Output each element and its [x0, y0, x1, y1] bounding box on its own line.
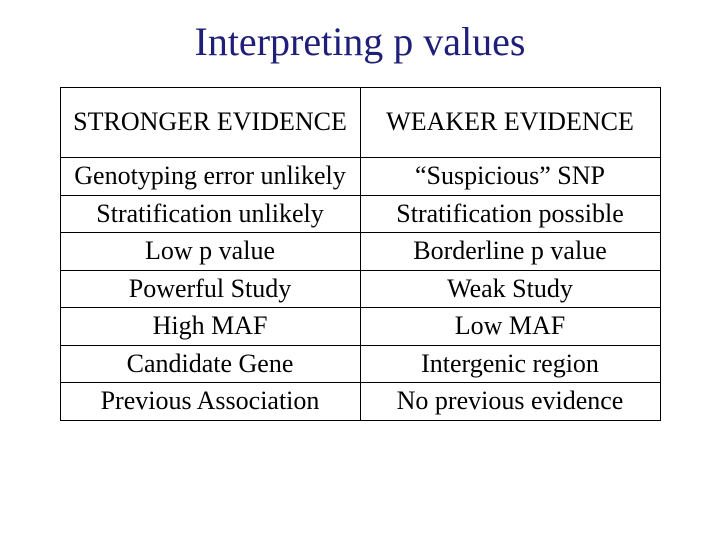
table-row: Stratification unlikely Stratification p…: [60, 195, 660, 233]
cell-right: Borderline p value: [360, 233, 660, 271]
cell-right: Low MAF: [360, 308, 660, 346]
page-title: Interpreting p values: [0, 18, 720, 65]
cell-left: High MAF: [60, 308, 360, 346]
table-row: Powerful Study Weak Study: [60, 270, 660, 308]
cell-right: Intergenic region: [360, 345, 660, 383]
cell-left: Low p value: [60, 233, 360, 271]
cell-right: “Suspicious” SNP: [360, 158, 660, 196]
header-stronger: STRONGER EVIDENCE: [60, 88, 360, 158]
table-row: Low p value Borderline p value: [60, 233, 660, 271]
cell-left: Candidate Gene: [60, 345, 360, 383]
table-row: Genotyping error unlikely “Suspicious” S…: [60, 158, 660, 196]
table-row: High MAF Low MAF: [60, 308, 660, 346]
header-weaker: WEAKER EVIDENCE: [360, 88, 660, 158]
table-row: STRONGER EVIDENCE WEAKER EVIDENCE: [60, 88, 660, 158]
table-row: Previous Association No previous evidenc…: [60, 383, 660, 421]
slide: Interpreting p values STRONGER EVIDENCE …: [0, 0, 720, 540]
cell-left: Powerful Study: [60, 270, 360, 308]
cell-left: Genotyping error unlikely: [60, 158, 360, 196]
cell-right: Weak Study: [360, 270, 660, 308]
cell-left: Stratification unlikely: [60, 195, 360, 233]
cell-right: No previous evidence: [360, 383, 660, 421]
cell-right: Stratification possible: [360, 195, 660, 233]
table-row: Candidate Gene Intergenic region: [60, 345, 660, 383]
cell-left: Previous Association: [60, 383, 360, 421]
evidence-table: STRONGER EVIDENCE WEAKER EVIDENCE Genoty…: [60, 87, 661, 421]
